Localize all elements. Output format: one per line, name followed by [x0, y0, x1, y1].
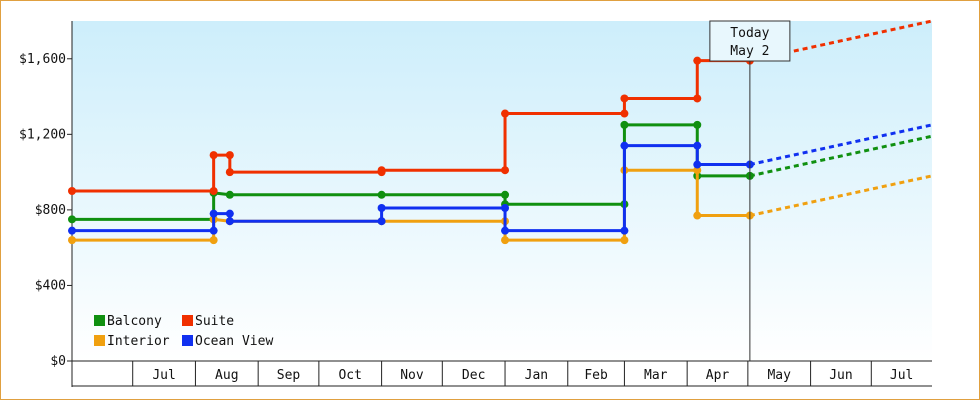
data-point: [693, 120, 702, 129]
data-point: [620, 226, 629, 235]
data-point: [501, 204, 510, 212]
data-point: [693, 160, 702, 169]
projection-line-balcony: [749, 134, 933, 178]
data-point: [68, 236, 76, 245]
legend-label: Interior: [107, 334, 170, 349]
y-tick-label: $800: [35, 203, 66, 218]
data-point: [209, 209, 218, 218]
data-point: [225, 209, 234, 218]
y-tick-label: $1,200: [19, 127, 66, 142]
data-point: [225, 217, 234, 226]
legend-swatch: [94, 315, 105, 326]
data-point: [68, 215, 76, 224]
data-point: [693, 211, 702, 220]
month-label: Jun: [829, 368, 852, 383]
legend-swatch: [94, 335, 105, 346]
month-label: Dec: [462, 368, 485, 383]
data-point: [501, 226, 510, 235]
data-point: [501, 109, 510, 118]
legend-label: Ocean View: [195, 334, 273, 349]
data-point: [693, 166, 702, 175]
month-label: Jul: [890, 368, 913, 383]
month-label: Feb: [584, 368, 608, 383]
data-point: [377, 204, 386, 212]
legend-label: Suite: [195, 314, 234, 329]
data-point: [501, 166, 510, 175]
projection-line-ocean-view: [749, 123, 933, 167]
data-point: [693, 141, 702, 150]
series-line-balcony: [72, 123, 750, 221]
y-tick-label: $0: [50, 354, 66, 369]
data-point: [209, 226, 218, 235]
data-point: [68, 226, 76, 235]
legend-swatch: [182, 315, 193, 326]
data-point: [501, 190, 510, 199]
data-point: [620, 236, 629, 245]
month-label: Aug: [215, 368, 238, 383]
data-point: [693, 56, 702, 65]
data-point: [209, 151, 218, 160]
month-label: Oct: [338, 368, 361, 383]
data-point: [377, 217, 386, 226]
today-date: May 2: [730, 44, 769, 59]
month-label: Nov: [400, 368, 424, 383]
data-point: [620, 109, 629, 118]
today-label: Today: [730, 26, 769, 41]
month-label: Jul: [152, 368, 175, 383]
month-label: Mar: [644, 368, 668, 383]
data-point: [620, 120, 629, 129]
data-point: [377, 166, 386, 175]
legend-label: Balcony: [107, 314, 162, 329]
data-point: [209, 187, 218, 195]
legend-swatch: [182, 335, 193, 346]
month-label: Jan: [525, 368, 548, 383]
data-point: [693, 94, 702, 103]
data-point: [209, 236, 218, 245]
data-point: [377, 190, 386, 199]
data-point: [225, 151, 234, 160]
data-point: [225, 168, 234, 177]
month-label: May: [767, 368, 791, 383]
month-label: Sep: [277, 368, 301, 383]
today-box: [709, 20, 791, 62]
y-tick-label: $1,600: [19, 52, 66, 67]
y-tick-label: $400: [35, 278, 66, 293]
data-point: [68, 187, 76, 195]
month-label: Apr: [706, 368, 730, 383]
data-point: [620, 94, 629, 103]
data-point: [620, 141, 629, 150]
data-point: [501, 236, 510, 245]
projection-line-interior: [749, 174, 933, 218]
data-point: [225, 190, 234, 199]
